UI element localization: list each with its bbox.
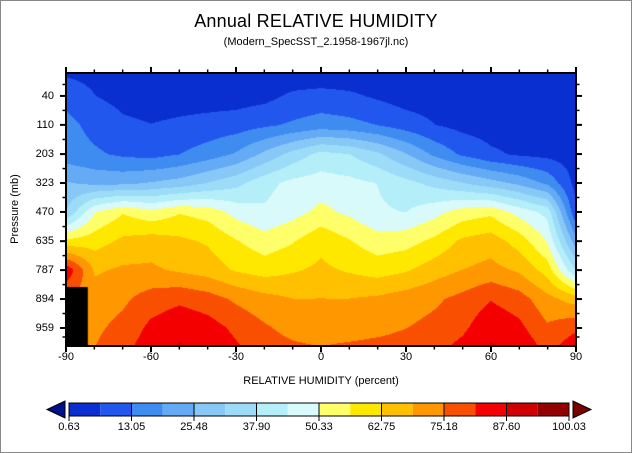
colorbar-segment <box>506 403 538 416</box>
x-tick-label: -90 <box>58 351 74 363</box>
colorbar-segment <box>131 403 163 416</box>
colorbar-segment <box>256 403 288 416</box>
colorbar-label: 13.05 <box>117 421 146 433</box>
colorbar-high-arrow-icon <box>572 400 593 419</box>
colorbar-segment <box>475 403 507 416</box>
colorbar-label: 87.60 <box>492 421 521 433</box>
y-tick-label: 203 <box>35 148 54 161</box>
colorbar-segment <box>225 403 257 416</box>
colorbar-segment <box>287 403 319 416</box>
colorbar-segment <box>100 403 132 416</box>
y-tick-label: 959 <box>35 321 54 334</box>
colorbar-segment <box>162 403 194 416</box>
y-tick-label: 787 <box>35 264 54 277</box>
colorbar-segment <box>381 403 413 416</box>
colorbar-segment <box>319 403 351 416</box>
x-tick-label: -60 <box>143 351 159 363</box>
chart-subtitle: (Modern_SpecSST_2.1958-1967jl.nc) <box>223 36 409 48</box>
colorbar-label: 25.48 <box>180 421 208 433</box>
colorbar-label: 0.63 <box>58 421 80 433</box>
x-tick-label: 30 <box>399 351 413 363</box>
y-tick-label: 894 <box>35 293 54 306</box>
y-tick-label: 110 <box>36 118 54 131</box>
colorbar-label: 37.90 <box>242 421 271 433</box>
colorbar-label: 50.33 <box>305 421 333 433</box>
colorbar-segment <box>412 403 444 416</box>
y-tick-label: 470 <box>35 205 54 218</box>
y-tick-label: 635 <box>35 235 54 248</box>
colorbar-low-arrow-icon <box>45 400 66 419</box>
chart-title: Annual RELATIVE HUMIDITY <box>194 11 438 31</box>
x-tick-label: 0 <box>317 351 325 363</box>
colorbar-label: 100.03 <box>552 421 586 433</box>
contour-plot-canvas <box>66 73 576 346</box>
colorbar-border <box>68 402 570 417</box>
colorbar-segment <box>444 403 476 416</box>
x-axis-title: RELATIVE HUMIDITY (percent) <box>243 375 399 387</box>
colorbar-segment <box>537 403 569 416</box>
colorbar-label: 62.75 <box>367 421 396 433</box>
y-tick-label: 40 <box>41 89 54 102</box>
colorbar-segment <box>350 403 382 416</box>
x-tick-label: 60 <box>484 351 498 363</box>
x-tick-label: -30 <box>228 351 244 363</box>
colorbar-segment <box>194 403 226 416</box>
colorbar-label: 75.18 <box>430 421 458 433</box>
x-tick-label: 90 <box>569 351 583 363</box>
y-tick-label: 323 <box>35 177 54 190</box>
colorbar-segment <box>69 403 101 416</box>
